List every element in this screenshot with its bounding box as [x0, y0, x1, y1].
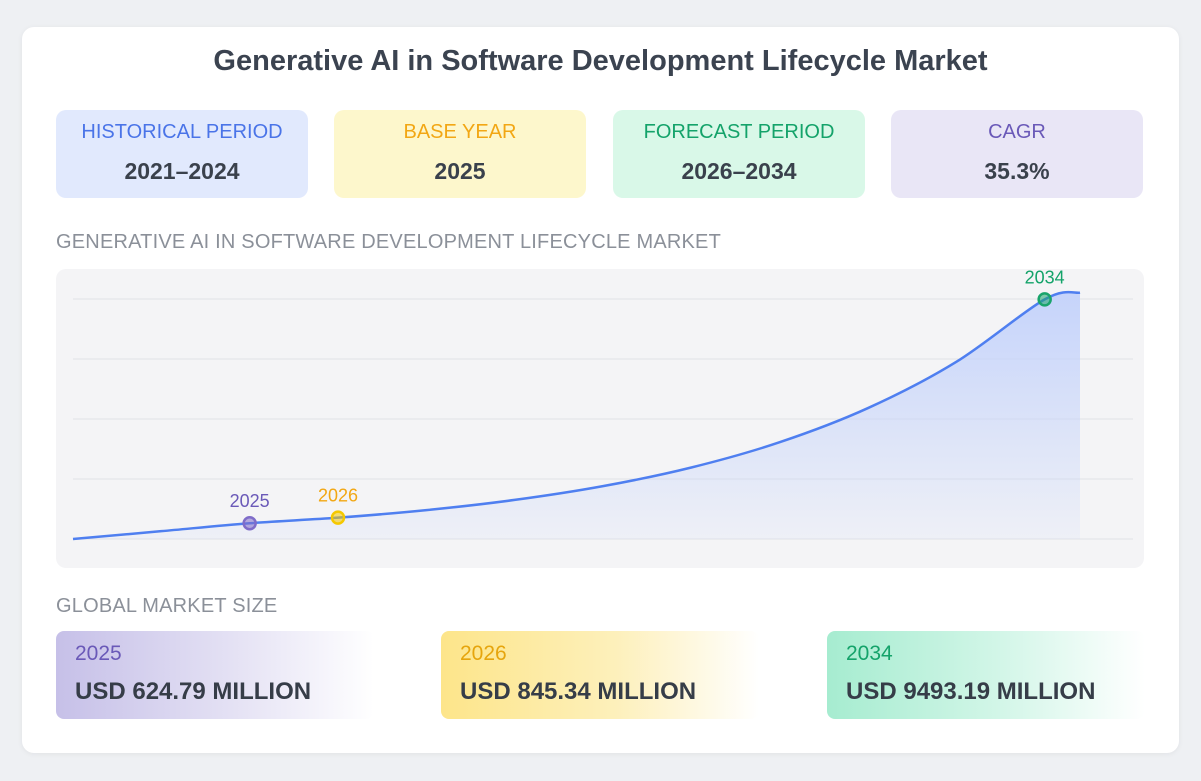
cagr-tile: CAGR 35.3%: [891, 110, 1143, 198]
page-title: Generative AI in Software Development Li…: [213, 45, 988, 77]
market-size-amount: USD 845.34 MILLION: [460, 678, 697, 705]
historical-period-tile: HISTORICAL PERIOD 2021–2024: [56, 110, 308, 198]
point-label-2026: 2026: [318, 486, 358, 506]
market-size-card-2034: 2034 USD 9493.19 MILLION: [827, 631, 1145, 719]
cagr-value: 35.3%: [984, 158, 1050, 184]
base-year-value: 2025: [434, 158, 486, 184]
chart-section-label: GENERATIVE AI IN SOFTWARE DEVELOPMENT LI…: [56, 231, 721, 253]
forecast-period-tile: FORECAST PERIOD 2026–2034: [613, 110, 865, 198]
historical-period-value: 2021–2024: [124, 158, 240, 184]
base-year-label: BASE YEAR: [403, 121, 517, 143]
point-marker-2026: [330, 510, 346, 525]
point-label-2025: 2025: [230, 491, 270, 511]
market-size-amount: USD 9493.19 MILLION: [846, 678, 1096, 705]
forecast-period-label: FORECAST PERIOD: [643, 121, 835, 143]
historical-period-label: HISTORICAL PERIOD: [81, 121, 283, 143]
market-size-label: GLOBAL MARKET SIZE: [56, 595, 278, 617]
market-size-amount: USD 624.79 MILLION: [75, 678, 312, 705]
market-card: Generative AI in Software Development Li…: [22, 27, 1179, 753]
market-size-year: 2025: [75, 642, 122, 665]
point-marker-2025: [242, 515, 257, 531]
point-label-2034: 2034: [1025, 269, 1065, 287]
forecast-period-value: 2026–2034: [681, 158, 797, 184]
cagr-label: CAGR: [988, 121, 1046, 143]
area-fill: [73, 292, 1080, 539]
point-marker-2034: [1037, 292, 1052, 307]
chart-area: 2025 2026 2034: [56, 269, 1144, 568]
base-year-tile: BASE YEAR 2025: [334, 110, 586, 198]
market-size-card-2026: 2026 USD 845.34 MILLION: [441, 631, 759, 719]
market-size-year: 2034: [846, 642, 893, 665]
market-size-year: 2026: [460, 642, 507, 665]
market-growth-chart: 2025 2026 2034: [72, 269, 1133, 541]
market-size-card-2025: 2025 USD 624.79 MILLION: [56, 631, 374, 719]
